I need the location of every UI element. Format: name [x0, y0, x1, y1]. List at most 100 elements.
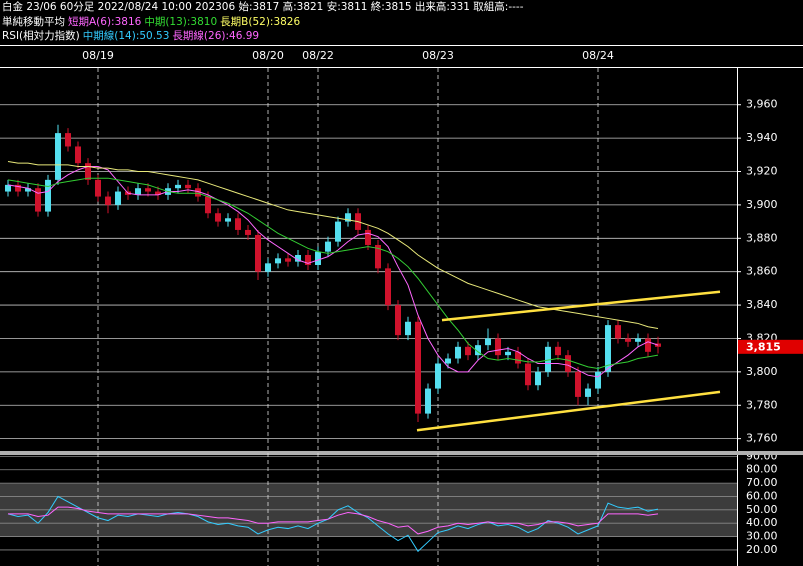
y-tick-label: 20.00 [746, 543, 778, 556]
candle-body [295, 254, 301, 262]
candle-body [135, 188, 141, 195]
series-line [7, 161, 659, 329]
candle-body [605, 325, 611, 372]
header-item: RSI(相対力指数) [2, 30, 80, 42]
candle-body [615, 325, 621, 339]
candle-body [45, 179, 51, 212]
candle-body [595, 371, 601, 389]
header-item: 中期(13):3810 [144, 15, 218, 28]
y-tick-label: 3,960 [746, 98, 778, 111]
last-price-box [738, 339, 803, 354]
y-tick-label: 60.00 [746, 489, 778, 502]
candle-body [465, 346, 471, 356]
y-tick-label: 40.00 [746, 516, 778, 529]
x-tick-label: 08/24 [582, 49, 614, 62]
candle-body [645, 338, 651, 352]
panel-separator [0, 451, 803, 455]
candle-body [85, 163, 91, 180]
header-line: 白金 23/06 60分足 2022/08/24 10:00 202306 始:… [2, 1, 524, 13]
candle-body [555, 346, 561, 356]
y-tick-label: 3,780 [746, 398, 778, 411]
candle-body [545, 346, 551, 372]
y-tick-label: 30.00 [746, 530, 778, 543]
x-tick-label: 08/23 [422, 49, 454, 62]
candle-body [145, 188, 151, 192]
candle-body [435, 363, 441, 389]
header-item: 長期B(52):3826 [220, 15, 301, 28]
y-tick-label: 70.00 [746, 476, 778, 489]
y-tick-label: 3,760 [746, 432, 778, 445]
x-tick-label: 08/22 [302, 49, 334, 62]
candle-body [65, 133, 71, 147]
x-tick-label: 08/19 [82, 49, 114, 62]
trend-line [416, 390, 721, 432]
candle-body [405, 321, 411, 336]
candle-body [75, 146, 81, 164]
candle-body [445, 358, 451, 364]
y-tick-label: 3,940 [746, 131, 778, 144]
candle-body [415, 321, 421, 414]
candle-body [585, 388, 591, 397]
candle-body [325, 241, 331, 252]
candle-body [275, 258, 281, 264]
last-price-label: 3,815 [746, 340, 781, 353]
candle-body [425, 388, 431, 414]
y-tick-label: 3,860 [746, 265, 778, 278]
candle-body [95, 179, 101, 197]
candle-body [635, 338, 641, 342]
candle-body [115, 191, 121, 205]
candle-body [505, 351, 511, 356]
candle-body [345, 213, 351, 222]
candle-body [525, 363, 531, 386]
header-line: RSI(相対力指数) 中期線(14):50.53 長期線(26):46.99 [2, 29, 524, 44]
candle-body [255, 234, 261, 272]
candle-body [185, 184, 191, 189]
candle-body [5, 184, 11, 192]
y-tick-label: 3,840 [746, 298, 778, 311]
candle-body [175, 184, 181, 189]
candle-body [205, 196, 211, 214]
y-tick-label: 3,900 [746, 198, 778, 211]
header-item: 単純移動平均 [2, 15, 65, 28]
candle-body [495, 338, 501, 356]
candle-body [475, 345, 481, 356]
series-line [7, 495, 659, 553]
candle-body [455, 346, 461, 359]
candle-body [315, 251, 321, 266]
candle-body [155, 191, 161, 195]
y-tick-label: 50.00 [746, 503, 778, 516]
candle-body [385, 268, 391, 306]
candle-body [25, 188, 31, 192]
series-line [8, 506, 659, 535]
y-tick-label: 3,880 [746, 231, 778, 244]
candle-body [55, 133, 61, 180]
header-item: 中期線(14):50.53 [82, 30, 170, 42]
candle-body [235, 218, 241, 230]
candle-body [195, 188, 201, 197]
candle-body [265, 263, 271, 272]
y-tick-label: 3,800 [746, 365, 778, 378]
header-item: 長期線(26):46.99 [172, 30, 260, 42]
candle-body [305, 254, 311, 266]
candle-body [565, 355, 571, 372]
trend-line [441, 290, 721, 322]
candle-body [625, 338, 631, 342]
candle-body [515, 351, 521, 364]
header-item: 短期A(6):3816 [68, 15, 142, 28]
candle-body [225, 218, 231, 222]
candle-body [15, 184, 21, 192]
candle-body [535, 371, 541, 386]
candle-body [395, 305, 401, 336]
series-line [7, 177, 659, 370]
candle-body [245, 229, 251, 235]
candle-body [285, 258, 291, 262]
candle-body [375, 244, 381, 269]
candle-body [485, 338, 491, 346]
header-line: 単純移動平均 短期A(6):3816 中期(13):3810 長期B(52):3826 [2, 15, 524, 30]
candle-body [35, 188, 41, 212]
header: 白金 23/06 60分足 2022/08/24 10:00 202306 始:… [2, 0, 524, 44]
candle-body [105, 196, 111, 205]
y-tick-label: 80.00 [746, 463, 778, 476]
